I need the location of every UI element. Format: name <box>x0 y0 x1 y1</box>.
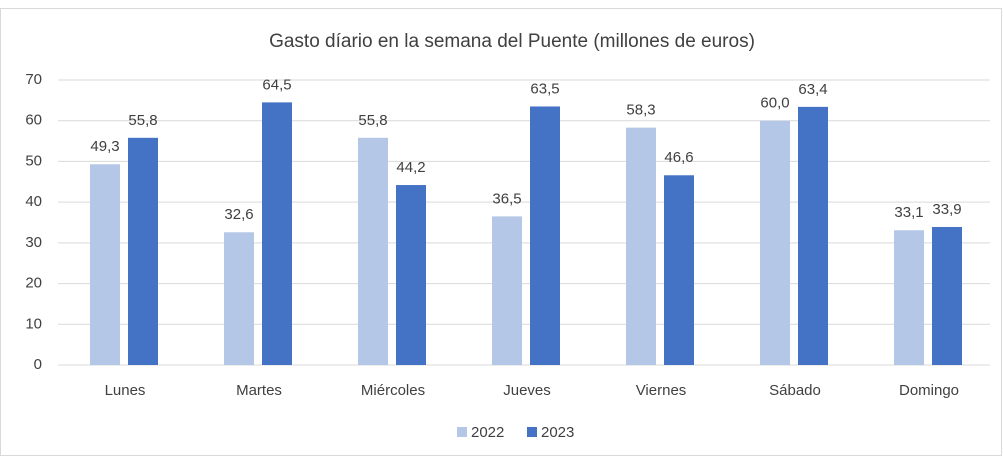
x-tick-label: Lunes <box>105 382 146 399</box>
data-label: 58,3 <box>626 102 655 119</box>
y-tick-label: 70 <box>25 71 42 88</box>
x-tick-label: Martes <box>236 382 282 399</box>
y-tick-label: 30 <box>25 234 42 251</box>
y-tick-label: 0 <box>34 356 42 373</box>
bar <box>128 137 158 365</box>
y-tick-label: 20 <box>25 275 42 292</box>
data-label: 63,4 <box>798 81 827 98</box>
bar <box>798 106 828 365</box>
data-label: 33,1 <box>894 204 923 221</box>
x-tick-label: Domingo <box>899 382 959 399</box>
data-label: 46,6 <box>664 149 693 166</box>
legend-swatch <box>457 427 467 437</box>
legend-label: 2023 <box>541 424 574 441</box>
data-label: 32,6 <box>224 206 253 223</box>
bar <box>262 102 292 366</box>
y-tick-label: 10 <box>25 315 42 332</box>
bar <box>894 230 924 365</box>
x-tick-label: Jueves <box>503 382 551 399</box>
bar <box>492 216 522 365</box>
data-label: 33,9 <box>932 201 961 218</box>
data-label: 55,8 <box>128 112 157 129</box>
bar <box>760 120 790 365</box>
x-tick-label: Miércoles <box>361 382 425 399</box>
y-tick-label: 40 <box>25 193 42 210</box>
bar <box>664 175 694 365</box>
data-label: 44,2 <box>396 159 425 176</box>
legend-swatch <box>527 427 537 437</box>
x-tick-label: Viernes <box>636 382 687 399</box>
data-label: 55,8 <box>358 112 387 129</box>
chart-title: Gasto díario en la semana del Puente (mi… <box>269 31 755 52</box>
y-tick-label: 60 <box>25 112 42 129</box>
bar <box>396 185 426 365</box>
legend-label: 2022 <box>471 424 504 441</box>
y-tick-label: 50 <box>25 152 42 169</box>
x-tick-label: Sábado <box>769 382 821 399</box>
bar <box>530 106 560 365</box>
data-label: 36,5 <box>492 190 521 207</box>
bar <box>358 137 388 365</box>
bar <box>90 164 120 365</box>
bar <box>224 232 254 365</box>
data-label: 60,0 <box>760 95 789 112</box>
bar <box>626 127 656 365</box>
data-label: 64,5 <box>262 76 291 93</box>
data-label: 63,5 <box>530 80 559 97</box>
bar <box>932 226 962 365</box>
data-label: 49,3 <box>90 138 119 155</box>
